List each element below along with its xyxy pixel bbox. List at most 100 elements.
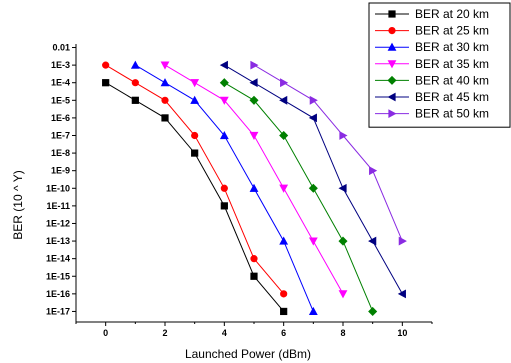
data-point <box>161 114 169 122</box>
y-tick-label: 0.01 <box>52 43 70 53</box>
data-point <box>309 95 318 105</box>
legend-label: BER at 35 km <box>415 57 489 71</box>
data-point <box>339 131 348 140</box>
y-tick-label: 1E-6 <box>51 113 70 123</box>
data-point <box>219 130 229 140</box>
data-point <box>280 290 288 298</box>
data-point <box>190 79 200 88</box>
data-point <box>279 236 289 245</box>
data-point <box>219 96 229 105</box>
y-tick-label: 1E-17 <box>46 306 70 316</box>
data-point <box>191 131 199 140</box>
y-tick-label: 1E-13 <box>46 236 70 246</box>
data-point <box>338 183 347 193</box>
series-2 <box>130 60 318 316</box>
data-point <box>308 306 318 316</box>
data-point <box>161 96 169 104</box>
legend-label: BER at 30 km <box>415 40 489 54</box>
data-point <box>280 307 288 316</box>
data-point <box>190 95 200 104</box>
legend-label: BER at 50 km <box>415 107 489 121</box>
plot-series <box>102 60 407 316</box>
legend-marker <box>387 60 397 69</box>
legend-marker <box>388 27 396 35</box>
legend-label: BER at 40 km <box>415 73 489 87</box>
legend-marker <box>388 10 396 18</box>
y-tick-label: 1E-12 <box>46 218 70 228</box>
y-tick-label: 1E-15 <box>46 271 70 281</box>
y-tick-label: 1E-9 <box>51 166 70 176</box>
data-point <box>219 78 229 88</box>
data-point <box>249 95 259 105</box>
legend-marker <box>387 42 397 51</box>
data-point <box>131 96 139 104</box>
data-point <box>130 60 140 69</box>
data-point <box>160 61 170 70</box>
legend-label: BER at 45 km <box>415 90 489 104</box>
y-tick-label: 1E-7 <box>51 130 70 140</box>
legend-label: BER at 25 km <box>415 24 489 38</box>
data-point <box>160 78 170 87</box>
series-4 <box>219 78 378 316</box>
data-point <box>338 290 348 299</box>
data-point <box>280 78 289 88</box>
data-point <box>308 237 318 246</box>
y-tick-label: 1E-11 <box>46 201 70 211</box>
data-point <box>279 184 289 193</box>
data-point <box>220 202 228 210</box>
x-tick-label: 10 <box>397 328 407 338</box>
legend-entry: BER at 35 km <box>375 57 489 71</box>
data-point <box>102 79 110 87</box>
y-tick-label: 1E-14 <box>46 254 70 264</box>
data-point <box>368 306 378 316</box>
x-tick-label: 8 <box>340 328 345 338</box>
legend-entry: BER at 20 km <box>375 7 489 21</box>
data-point <box>250 60 259 70</box>
series-5 <box>219 60 406 299</box>
legend-marker <box>388 109 397 119</box>
data-point <box>250 272 258 280</box>
y-tick-label: 1E-10 <box>46 183 70 193</box>
data-point <box>249 78 258 88</box>
y-tick-label: 1E-8 <box>51 148 70 158</box>
x-tick-label: 2 <box>162 328 167 338</box>
axes: 0 2 4 6 8 10 0.01 1E-3 1E-4 1E-5 1E-6 1E-7 1E-8 1E-9 1… <box>46 43 433 338</box>
data-point <box>279 130 289 141</box>
x-tick-label: 6 <box>281 328 286 338</box>
legend-entry: BER at 30 km <box>375 40 489 54</box>
series-line <box>253 64 403 242</box>
legend-entry: BER at 50 km <box>375 107 489 121</box>
data-point <box>191 149 199 157</box>
legend-entry: BER at 45 km <box>375 90 489 104</box>
data-point <box>369 166 378 176</box>
series-6 <box>250 60 407 246</box>
x-tick-label: 0 <box>103 328 108 338</box>
legend-marker <box>387 92 396 102</box>
data-point <box>368 236 377 246</box>
legend-entry: BER at 40 km <box>375 73 489 87</box>
y-tick-label: 1E-5 <box>51 95 70 105</box>
data-point <box>279 95 288 105</box>
data-point <box>308 113 317 123</box>
data-point <box>398 236 407 246</box>
data-point <box>249 183 259 192</box>
data-point <box>102 61 110 69</box>
data-point <box>131 79 139 87</box>
data-point <box>308 183 318 193</box>
legend-entry: BER at 25 km <box>375 24 489 38</box>
y-tick-label: 1E-3 <box>51 60 70 70</box>
series-3 <box>160 61 348 299</box>
legend-marker <box>387 75 397 85</box>
data-point <box>250 255 258 263</box>
y-axis-title: BER (10 ^ Y) <box>11 170 25 239</box>
data-point <box>338 236 348 246</box>
data-point <box>249 131 259 141</box>
series-0 <box>102 79 288 316</box>
y-tick-label: 1E-4 <box>51 78 70 88</box>
x-tick-label: 4 <box>222 328 227 338</box>
data-point <box>219 60 228 70</box>
data-point <box>397 289 406 299</box>
series-line <box>224 82 374 312</box>
data-point <box>220 184 228 192</box>
